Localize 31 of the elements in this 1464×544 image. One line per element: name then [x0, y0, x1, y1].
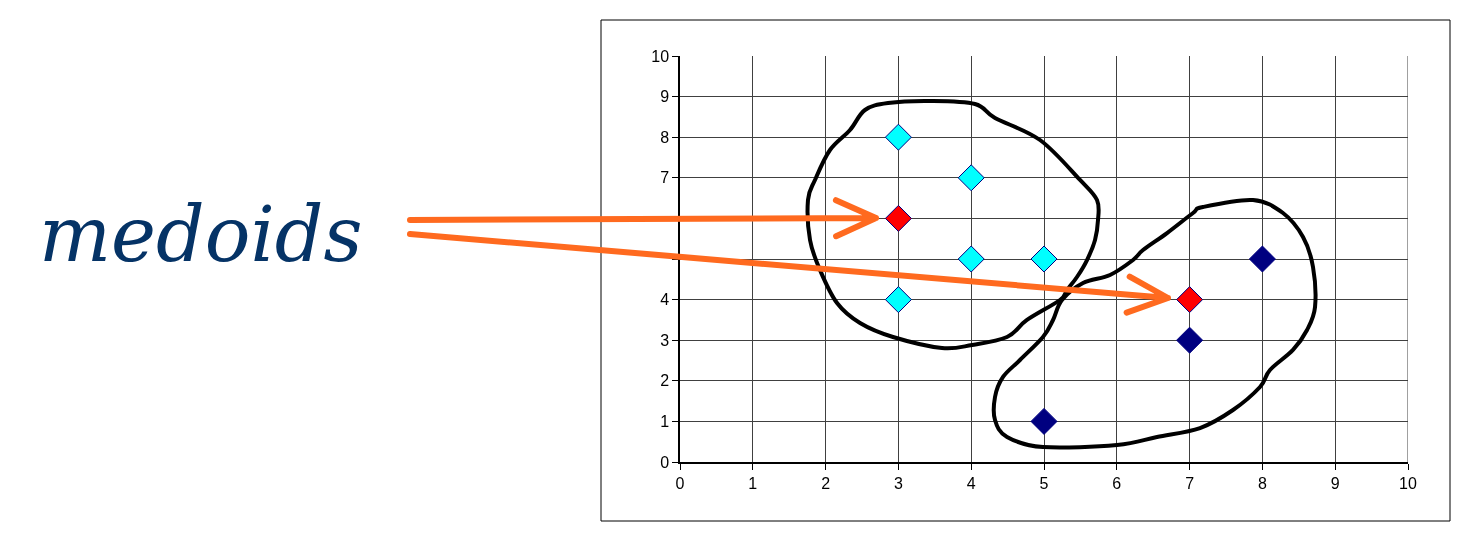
- point: [957, 245, 985, 273]
- x-tick-label: 2: [821, 474, 831, 492]
- y-tick-label: 3: [660, 331, 670, 349]
- point: [884, 204, 912, 232]
- x-tick-label: 6: [1112, 474, 1122, 492]
- text: medoids: [39, 190, 363, 279]
- point: [884, 123, 912, 151]
- y-tick-label: 4: [660, 291, 670, 309]
- y-tick-label: 10: [651, 47, 670, 65]
- y-tick-label: 7: [660, 169, 670, 187]
- y-tick-label: 2: [660, 372, 670, 390]
- x-tick-label: 3: [893, 474, 903, 492]
- x-tick-label: 7: [1185, 474, 1195, 492]
- point: [1248, 245, 1276, 273]
- point: [1176, 286, 1204, 314]
- x-tick-label: 4: [966, 474, 976, 492]
- point: [957, 164, 985, 192]
- point: [1030, 245, 1058, 273]
- x-tick-label: 9: [1330, 474, 1340, 492]
- x-tick-label: 5: [1039, 474, 1049, 492]
- point: [1030, 407, 1058, 435]
- y-tick-label: 1: [660, 413, 670, 430]
- x-tick-label: 1: [748, 474, 758, 492]
- point: [1176, 326, 1204, 354]
- y-tick-label: 9: [660, 88, 670, 106]
- x-tick-label: 0: [675, 474, 685, 492]
- point: [884, 286, 912, 314]
- x-tick-label: 8: [1257, 474, 1267, 492]
- y-tick-label: 0: [660, 453, 670, 471]
- y-tick-label: 8: [660, 128, 670, 146]
- x-tick-label: 10: [1399, 474, 1417, 492]
